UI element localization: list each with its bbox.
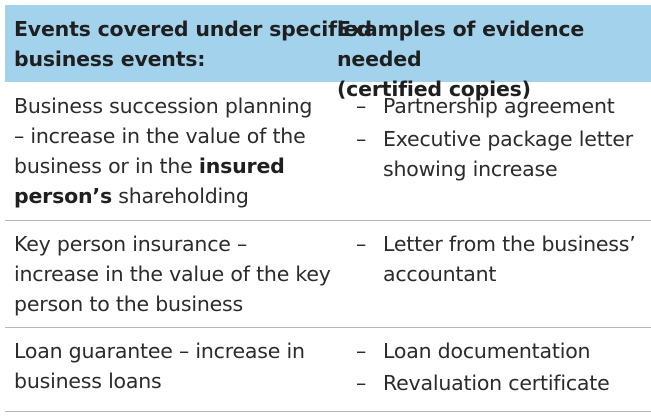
row-2-event-line-3: person to the business bbox=[14, 292, 243, 316]
row-1-event-line-4: person’s shareholding bbox=[14, 181, 312, 211]
row-3-event-line-1: Loan guarantee – increase in bbox=[14, 339, 305, 363]
row-1-event-line-1: Business succession planning bbox=[14, 94, 313, 118]
row-2-event-line-2: increase in the value of the key bbox=[14, 262, 331, 286]
row-2-event-line-1: Key person insurance – bbox=[14, 232, 248, 256]
header-events-line-1: Events covered under specified bbox=[14, 17, 372, 41]
row-1-event-bold-insured: insured bbox=[198, 154, 285, 178]
row-divider-1 bbox=[5, 220, 651, 221]
row-3-evidence-1-dash: – bbox=[356, 339, 367, 363]
row-2-evidence-1-line-1: Letter from the business’ bbox=[383, 232, 636, 256]
row-1-evidence-2-dash: – bbox=[356, 127, 367, 151]
row-1-event-line-2: – increase in the value of the bbox=[14, 124, 306, 148]
row-3-event: Loan guarantee – increase in business lo… bbox=[14, 336, 305, 396]
row-2-evidence-1-line-2: accountant bbox=[383, 262, 497, 286]
header-evidence-line-2: (certified copies) bbox=[337, 77, 531, 101]
row-2-evidence-1-dash: – bbox=[356, 232, 367, 256]
header-events-column: Events covered under specified business … bbox=[14, 14, 372, 74]
row-1-evidence-2-line-1: Executive package letter bbox=[383, 127, 634, 151]
row-1-evidence-2-line-2: showing increase bbox=[383, 157, 558, 181]
header-evidence-column: Examples of evidence needed (certified c… bbox=[337, 14, 651, 104]
row-2-event: Key person insurance – increase in the v… bbox=[14, 229, 331, 319]
header-events-line-2: business events: bbox=[14, 47, 206, 71]
row-1-event-tail: shareholding bbox=[111, 184, 249, 208]
row-3-evidence-2-text: Revaluation certificate bbox=[383, 371, 610, 395]
header-evidence-line-1: Examples of evidence needed bbox=[337, 17, 585, 71]
row-1-evidence-1-text: Partnership agreement bbox=[383, 94, 615, 118]
table-header: Events covered under specified business … bbox=[5, 5, 651, 101]
row-1-event-line-3: business or in the insured bbox=[14, 151, 312, 181]
row-3-evidence-1-text: Loan documentation bbox=[383, 339, 591, 363]
row-1-event: Business succession planning – increase … bbox=[14, 91, 312, 211]
row-1-event-line-3-text: business or in the bbox=[14, 154, 199, 178]
row-divider-3 bbox=[5, 411, 651, 412]
row-divider-2 bbox=[5, 327, 651, 328]
row-3-event-line-2: business loans bbox=[14, 369, 162, 393]
row-3-evidence-2-dash: – bbox=[356, 371, 367, 395]
row-1-event-bold-person: person’s bbox=[14, 184, 112, 208]
row-1-evidence-1-dash: – bbox=[356, 94, 367, 118]
